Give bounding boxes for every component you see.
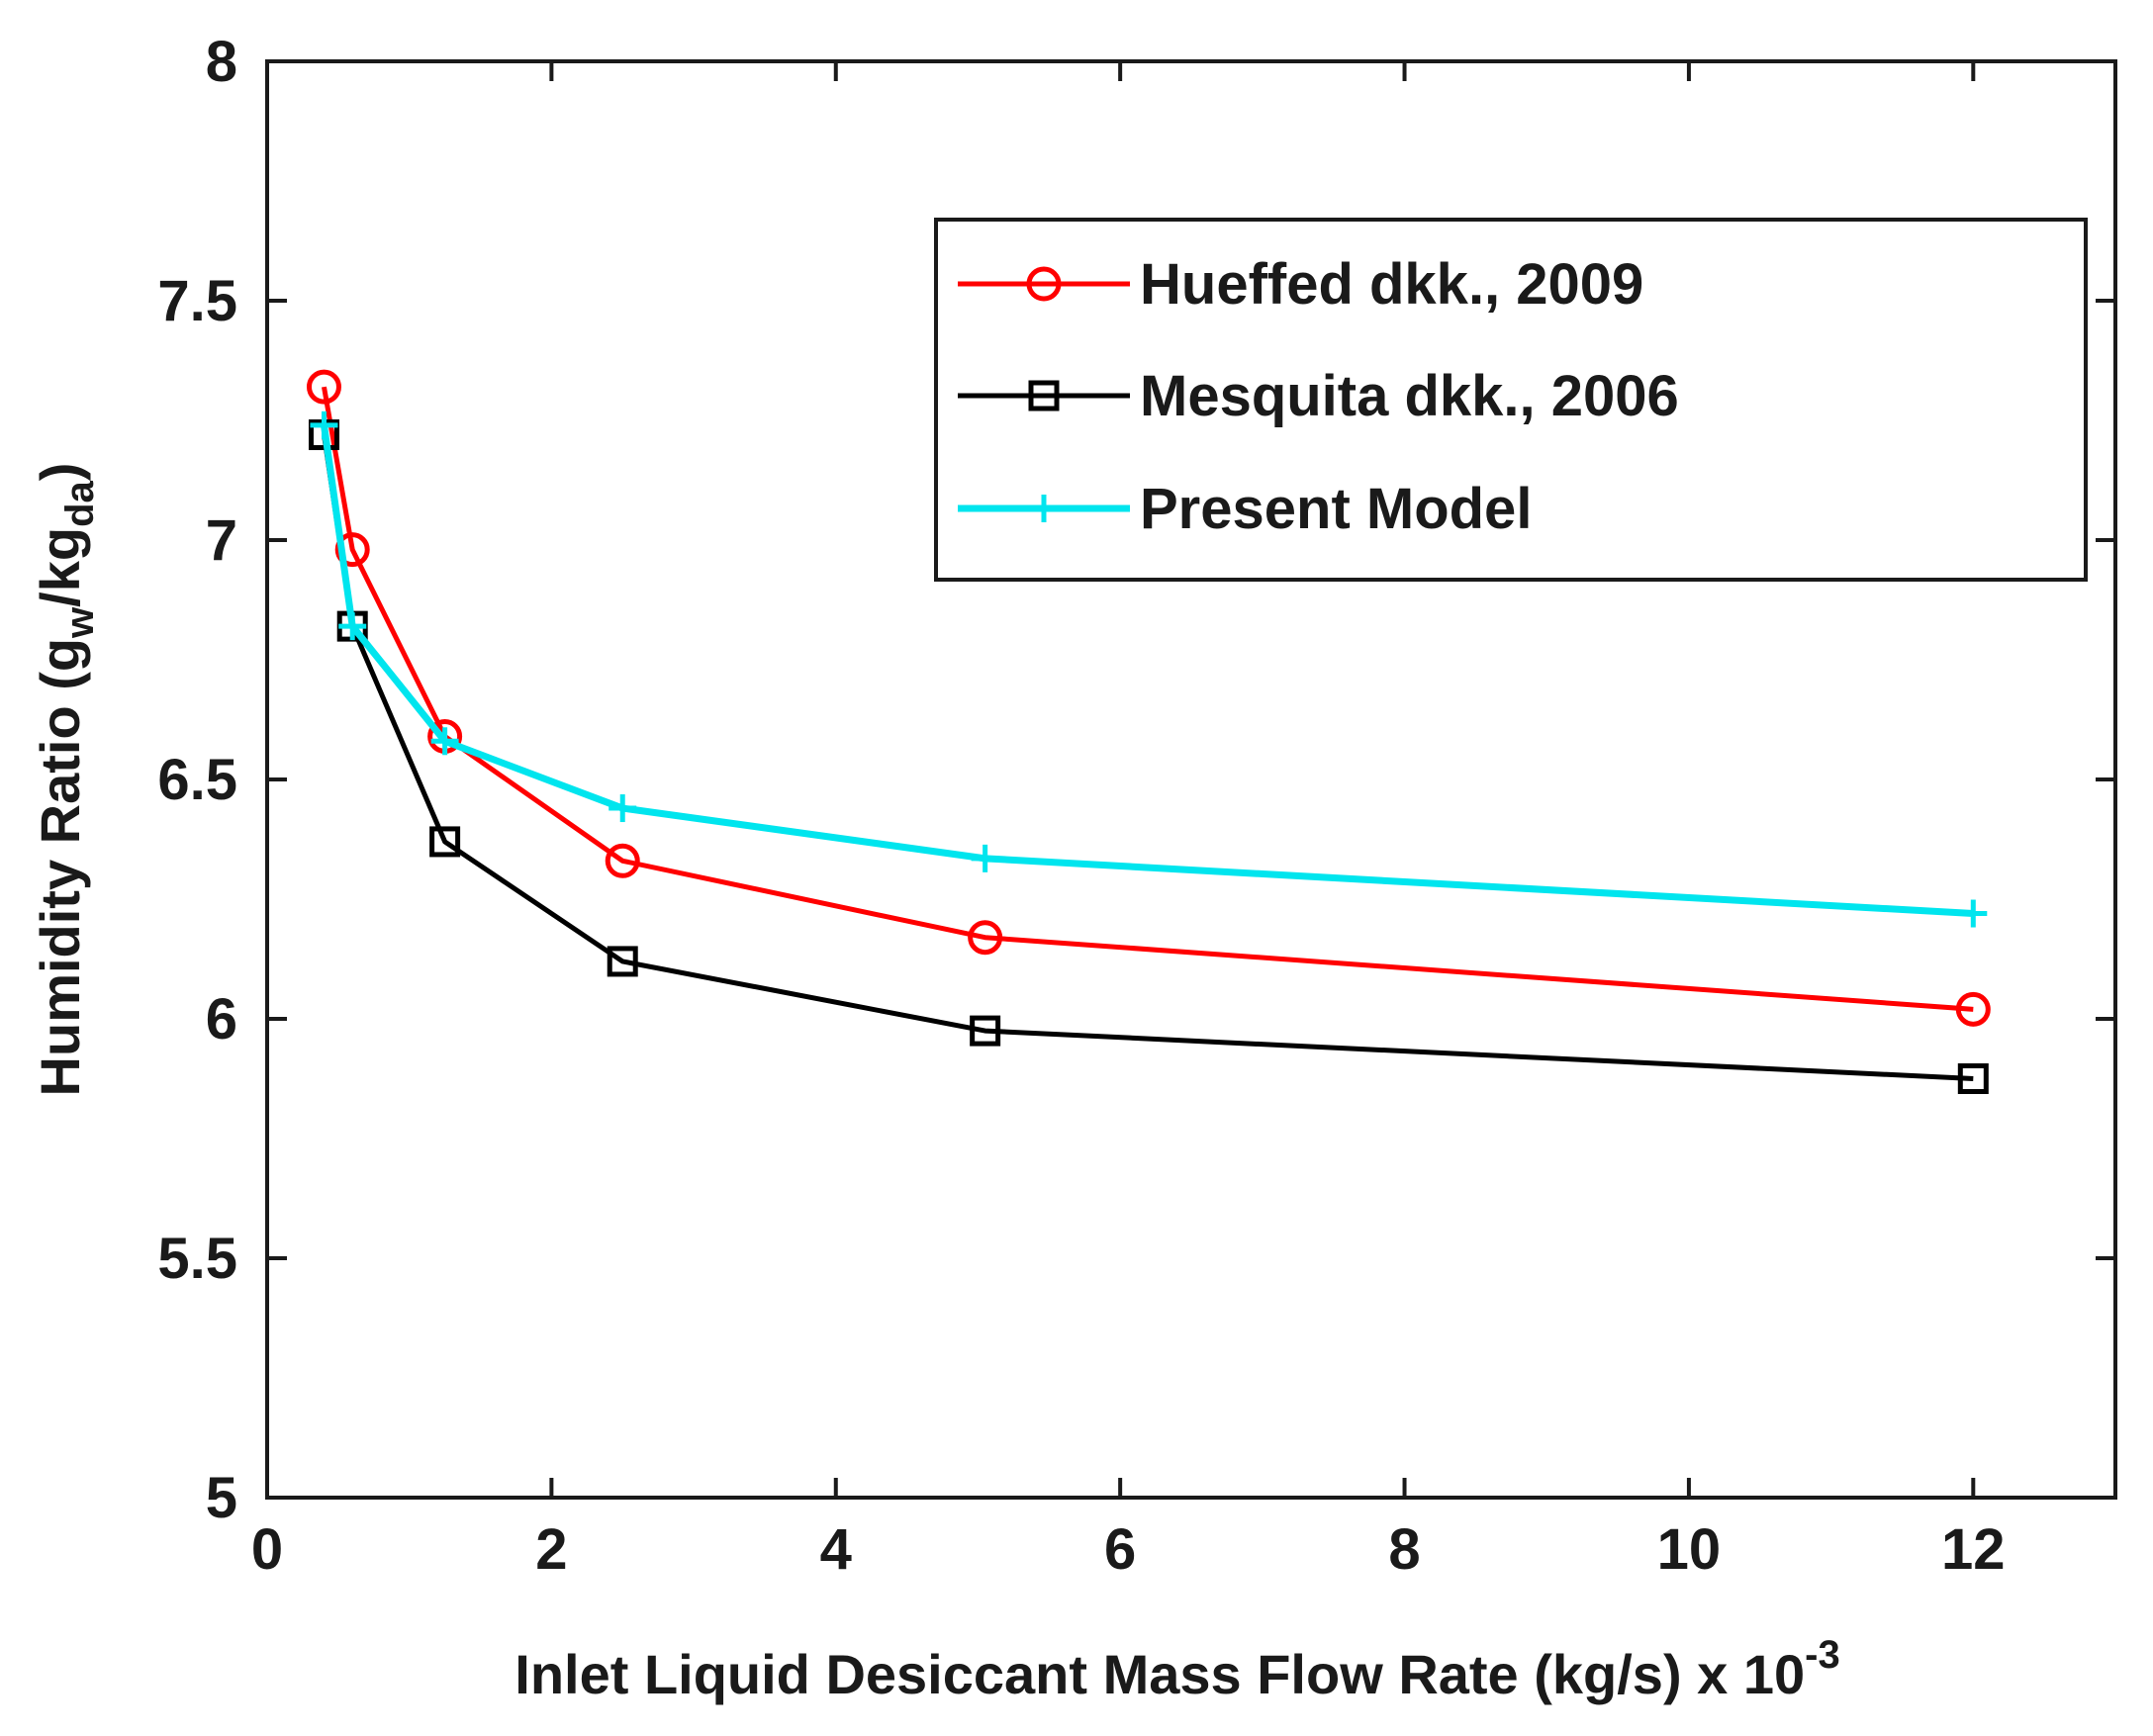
y-tick-label: 8 bbox=[206, 30, 237, 94]
series-plus bbox=[310, 411, 1988, 928]
data-point bbox=[310, 411, 338, 439]
legend-items: Hueffed dkk., 2009 Mesquita dkk., 2006 Pre… bbox=[958, 252, 1679, 541]
x-tick-label: 12 bbox=[1941, 1517, 2006, 1582]
data-point bbox=[607, 946, 638, 977]
legend-box bbox=[934, 218, 2088, 582]
series-layer bbox=[306, 369, 1991, 1094]
x-axis-label-text: Inlet Liquid Desiccant Mass Flow Rate (k… bbox=[515, 1643, 1805, 1705]
data-point bbox=[608, 794, 637, 823]
y-axis-label: Humidity Ratio (gw/kgda) bbox=[29, 463, 102, 1097]
data-point bbox=[1959, 899, 1988, 928]
x-tick-label: 2 bbox=[535, 1517, 567, 1582]
legend-marker bbox=[1030, 495, 1058, 522]
y-tick-label: 6 bbox=[206, 987, 237, 1051]
x-tick-label: 8 bbox=[1388, 1517, 1420, 1582]
data-point bbox=[429, 826, 461, 858]
x-tick-label: 6 bbox=[1104, 1517, 1136, 1582]
data-point bbox=[430, 727, 459, 756]
data-point bbox=[338, 612, 367, 641]
legend-label: Mesquita dkk., 2006 bbox=[1140, 364, 1679, 428]
tick-labels: 0 2 4 6 8 10 12 5 5.5 6 6.5 7 7.5 8 bbox=[157, 30, 2005, 1582]
legend-marker bbox=[1026, 266, 1062, 302]
y-tick-label: 7 bbox=[206, 508, 237, 573]
y-axis-label-sub-da: da bbox=[58, 480, 102, 526]
legend-label: Present Model bbox=[1140, 477, 1532, 541]
plot-frame bbox=[265, 59, 2117, 1500]
y-axis-label-suffix: ) bbox=[29, 463, 91, 482]
data-point bbox=[334, 532, 370, 568]
x-axis-label-exponent: -3 bbox=[1805, 1633, 1840, 1677]
x-axis-label: Inlet Liquid Desiccant Mass Flow Rate (k… bbox=[515, 1633, 1839, 1705]
legend-item: Mesquita dkk., 2006 bbox=[958, 364, 1679, 428]
legend-marker bbox=[1028, 380, 1060, 411]
data-point bbox=[605, 843, 640, 878]
data-point bbox=[970, 1015, 1001, 1047]
data-point bbox=[306, 369, 341, 405]
y-axis-label-sub-w: w bbox=[58, 606, 102, 639]
y-axis-label-mid: /kg bbox=[29, 527, 91, 607]
legend: Hueffed dkk., 2009 Mesquita dkk., 2006 Pre… bbox=[934, 218, 2088, 582]
series-line bbox=[322, 386, 1974, 1012]
y-tick-label: 5 bbox=[206, 1466, 237, 1530]
data-point bbox=[1955, 991, 1991, 1027]
x-tick-label: 4 bbox=[820, 1517, 852, 1582]
x-tick-label: 0 bbox=[251, 1517, 283, 1582]
x-tick-label: 10 bbox=[1657, 1517, 1722, 1582]
data-point bbox=[968, 920, 1003, 956]
legend-item: Hueffed dkk., 2009 bbox=[958, 252, 1643, 317]
series-line bbox=[321, 424, 1974, 918]
data-point bbox=[1957, 1063, 1989, 1094]
y-tick-label: 6.5 bbox=[157, 748, 237, 812]
legend-item: Present Model bbox=[958, 477, 1532, 541]
data-point bbox=[971, 844, 999, 872]
y-tick-label: 5.5 bbox=[157, 1227, 237, 1291]
legend-label: Hueffed dkk., 2009 bbox=[1140, 252, 1643, 317]
y-axis-label-prefix: Humidity Ratio (g bbox=[29, 638, 91, 1097]
y-tick-label: 7.5 bbox=[157, 269, 237, 333]
